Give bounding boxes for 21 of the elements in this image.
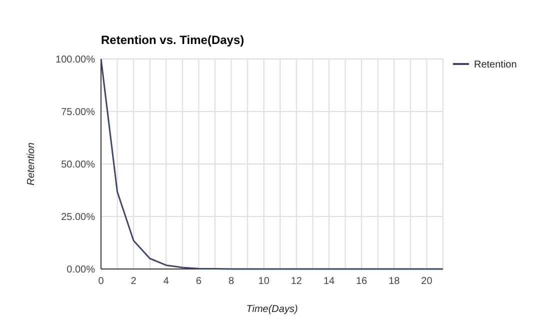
- x-tick-label: 6: [196, 276, 202, 287]
- x-tick-label: 8: [228, 276, 235, 287]
- y-tick-label: 50.00%: [61, 160, 96, 170]
- x-tick-label: 18: [388, 276, 400, 287]
- x-tick-label: 0: [98, 276, 104, 287]
- y-tick-label: 25.00%: [61, 212, 96, 223]
- y-tick-label: 75.00%: [61, 107, 96, 118]
- x-tick-label: 14: [323, 276, 335, 287]
- x-tick-label: 4: [163, 276, 170, 287]
- chart-title: Retention vs. Time(Days): [101, 33, 244, 47]
- x-axis-title: Time(Days): [246, 304, 298, 315]
- x-tick-label: 2: [130, 276, 137, 287]
- x-tick-label: 16: [356, 276, 368, 287]
- x-tick-label: 12: [290, 276, 302, 287]
- x-tick-label: 10: [258, 276, 270, 287]
- legend-label: Retention: [474, 60, 517, 70]
- y-tick-label: 100.00%: [56, 54, 96, 66]
- y-axis-title: Retention: [26, 142, 37, 186]
- y-tick-label: 0.00%: [66, 264, 96, 276]
- x-tick-label: 20: [421, 276, 433, 287]
- line-series: [100, 58, 444, 270]
